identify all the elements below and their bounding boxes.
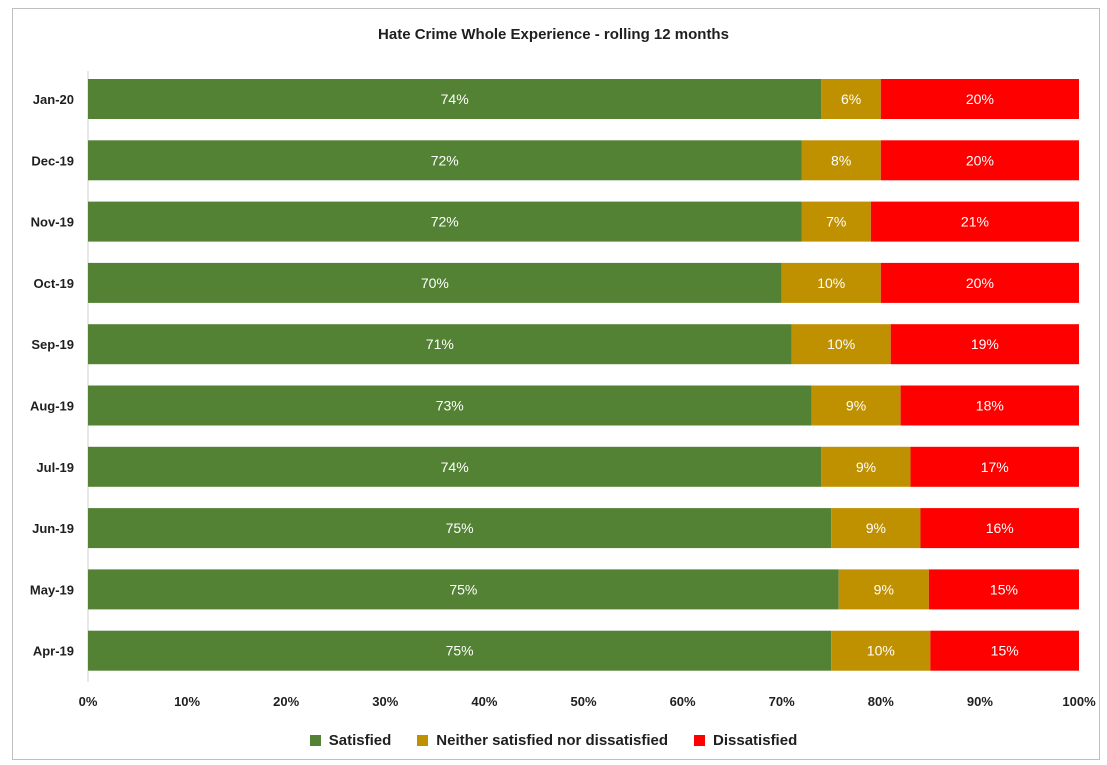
x-tick-label: 40% [471, 694, 497, 709]
category-label: Apr-19 [33, 644, 74, 659]
legend-swatch-dissatisfied [694, 735, 706, 746]
category-label: Jan-20 [33, 92, 74, 107]
data-label: 74% [441, 459, 469, 475]
legend-item-dissatisfied: Dissatisfied [694, 732, 797, 749]
bar-segment [791, 324, 891, 365]
data-label: 10% [867, 643, 895, 659]
data-label: 75% [449, 581, 477, 597]
category-label: Nov-19 [31, 215, 74, 230]
data-label: 74% [441, 91, 469, 107]
data-label: 6% [841, 91, 861, 107]
data-label: 7% [826, 214, 846, 230]
bar-segment [838, 569, 929, 610]
data-label: 71% [426, 336, 454, 352]
data-label: 20% [966, 275, 994, 291]
data-label: 70% [421, 275, 449, 291]
data-label: 9% [846, 398, 866, 414]
data-label: 9% [874, 581, 894, 597]
bar-segment [928, 569, 1079, 610]
bar-segment [88, 569, 839, 610]
bar-segment [88, 79, 822, 119]
data-label: 19% [971, 336, 999, 352]
bar-segment [88, 262, 782, 303]
category-label: Aug-19 [30, 399, 74, 414]
x-tick-label: 60% [670, 694, 696, 709]
x-tick-label: 20% [273, 694, 299, 709]
bar-segment [880, 140, 1079, 181]
data-label: 15% [991, 643, 1019, 659]
chart-legend: Satisfied Neither satisfied nor dissatis… [0, 732, 1107, 749]
category-label: Jul-19 [36, 460, 74, 475]
data-label: 15% [990, 581, 1018, 597]
bar-segment [821, 79, 881, 119]
data-label: 21% [961, 214, 989, 230]
data-label: 9% [866, 520, 886, 536]
legend-item-satisfied: Satisfied [309, 732, 392, 749]
bar-segment [920, 508, 1079, 549]
data-label: 20% [966, 152, 994, 168]
bar-segment [831, 630, 931, 671]
x-tick-label: 50% [570, 694, 596, 709]
bar-segment [781, 262, 881, 303]
data-label: 8% [831, 152, 851, 168]
data-label: 72% [431, 214, 459, 230]
data-label: 10% [827, 336, 855, 352]
bar-segment [900, 385, 1079, 426]
data-label: 75% [446, 520, 474, 536]
category-label: May-19 [30, 582, 74, 597]
data-label: 72% [431, 152, 459, 168]
bar-segment [821, 446, 911, 487]
x-tick-label: 70% [769, 694, 795, 709]
data-label: 17% [981, 459, 1009, 475]
x-tick-label: 90% [967, 694, 993, 709]
data-label: 75% [446, 643, 474, 659]
bar-segment [880, 262, 1079, 303]
data-label: 18% [976, 398, 1004, 414]
bar-segment [811, 385, 901, 426]
bar-segment [88, 201, 802, 242]
bar-segment [831, 508, 921, 549]
bar-segment [88, 324, 792, 365]
bar-segment [801, 140, 881, 181]
chart-title: Hate Crime Whole Experience - rolling 12… [378, 26, 729, 43]
category-label: Oct-19 [34, 276, 74, 291]
bar-segment [910, 446, 1079, 487]
legend-swatch-satisfied [309, 735, 321, 746]
data-label: 9% [856, 459, 876, 475]
category-label: Jun-19 [32, 521, 74, 536]
legend-label-satisfied: Satisfied [328, 732, 392, 749]
x-tick-label: 80% [868, 694, 894, 709]
x-tick-label: 0% [79, 694, 98, 709]
data-label: 20% [966, 91, 994, 107]
category-label: Sep-19 [31, 337, 74, 352]
data-label: 73% [436, 398, 464, 414]
x-tick-label: 100% [1062, 694, 1096, 709]
x-tick-label: 30% [372, 694, 398, 709]
bar-segment [930, 630, 1079, 671]
bar-segment [890, 324, 1079, 365]
legend-label-dissatisfied: Dissatisfied [713, 732, 798, 749]
data-label: 16% [986, 520, 1014, 536]
category-label: Dec-19 [31, 153, 74, 168]
legend-label-neither: Neither satisfied nor dissatisfied [436, 732, 669, 749]
bar-segment [801, 201, 871, 242]
x-tick-label: 10% [174, 694, 200, 709]
bar-segment [88, 446, 822, 487]
bar-segment [88, 630, 832, 671]
bar-segment [88, 508, 832, 549]
legend-item-neither: Neither satisfied nor dissatisfied [417, 732, 668, 749]
bar-segment [88, 140, 802, 181]
data-label: 10% [817, 275, 845, 291]
bar-segment [880, 79, 1079, 119]
bar-segment [88, 385, 812, 426]
bar-segment [870, 201, 1079, 242]
legend-swatch-neither [417, 735, 429, 746]
